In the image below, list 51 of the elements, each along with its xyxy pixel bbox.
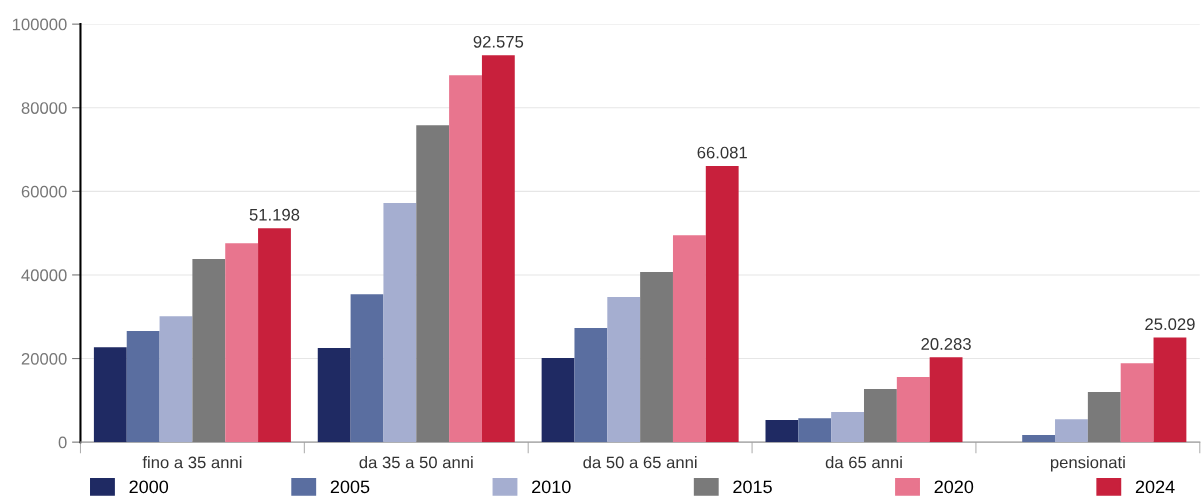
bar xyxy=(1120,363,1154,443)
bar xyxy=(1022,435,1056,443)
bar xyxy=(481,55,515,443)
bar xyxy=(449,75,482,443)
bar xyxy=(126,330,160,443)
y-tick-label: 40000 xyxy=(21,269,67,282)
bar xyxy=(383,203,417,443)
data-label: 51.198 xyxy=(249,208,300,221)
legend-label: 2024 xyxy=(1135,480,1175,494)
y-tick-label: 60000 xyxy=(21,185,67,198)
legend-label: 2015 xyxy=(733,480,772,494)
bar xyxy=(1087,391,1121,443)
bar xyxy=(225,243,259,443)
bar xyxy=(896,376,930,443)
bar xyxy=(798,418,832,443)
bar xyxy=(831,412,864,443)
bar xyxy=(317,348,351,443)
bar xyxy=(574,328,608,443)
bar xyxy=(1055,419,1088,443)
legend-label: 2010 xyxy=(532,480,571,494)
bar xyxy=(192,259,226,443)
bar xyxy=(93,347,127,443)
data-label: 66.081 xyxy=(697,146,747,159)
bar xyxy=(672,235,706,443)
data-label: 92.575 xyxy=(473,35,524,48)
legend-label: 2020 xyxy=(934,480,974,494)
bar xyxy=(159,316,193,443)
data-label: 20.283 xyxy=(921,338,971,350)
x-tick-label: pensionati xyxy=(1050,456,1125,472)
bar xyxy=(765,419,799,443)
x-tick-label: fino a 35 anni xyxy=(142,456,242,469)
y-tick-label: 0 xyxy=(58,436,67,449)
x-tick-label: da 50 a 65 anni xyxy=(583,456,697,469)
y-tick-label: 100000 xyxy=(12,18,67,31)
bar xyxy=(607,297,641,443)
legend-label: 2005 xyxy=(330,480,370,494)
bar xyxy=(640,272,673,443)
bar xyxy=(350,294,384,443)
bar xyxy=(416,125,450,443)
bar xyxy=(1153,337,1187,443)
y-tick-label: 80000 xyxy=(21,102,67,114)
bar xyxy=(705,165,739,443)
data-label: 25.029 xyxy=(1145,318,1195,331)
legend-label: 2000 xyxy=(129,480,169,494)
x-tick-label: da 35 a 50 anni xyxy=(359,456,473,469)
bar xyxy=(929,357,963,443)
y-tick-label: 20000 xyxy=(21,352,67,365)
bar xyxy=(541,358,575,443)
x-tick-label: da 65 anni xyxy=(825,456,902,469)
bar xyxy=(864,389,897,443)
bar xyxy=(258,228,291,443)
